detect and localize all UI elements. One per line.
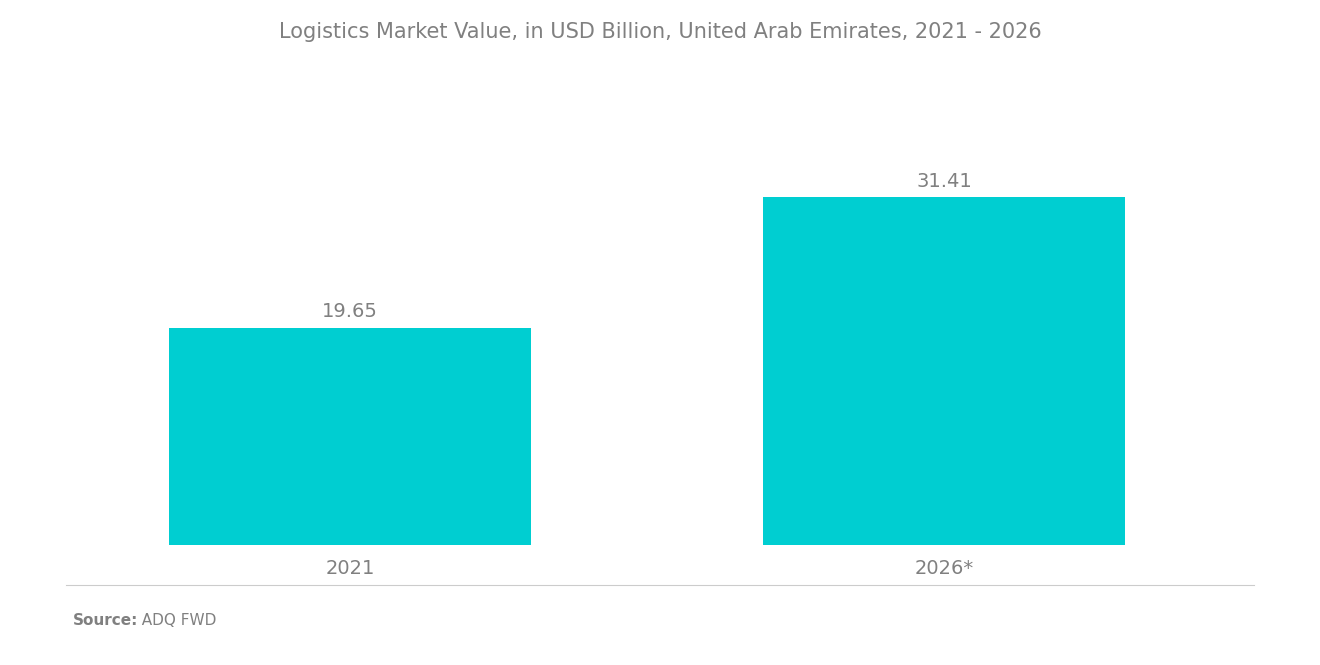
Text: 19.65: 19.65 [322, 302, 378, 321]
Title: Logistics Market Value, in USD Billion, United Arab Emirates, 2021 - 2026: Logistics Market Value, in USD Billion, … [279, 22, 1041, 42]
Text: Source:: Source: [73, 613, 139, 628]
Bar [763, 197, 1125, 545]
Text: ADQ FWD: ADQ FWD [132, 613, 216, 628]
Text: 31.41: 31.41 [916, 172, 972, 190]
Bar [169, 327, 531, 545]
